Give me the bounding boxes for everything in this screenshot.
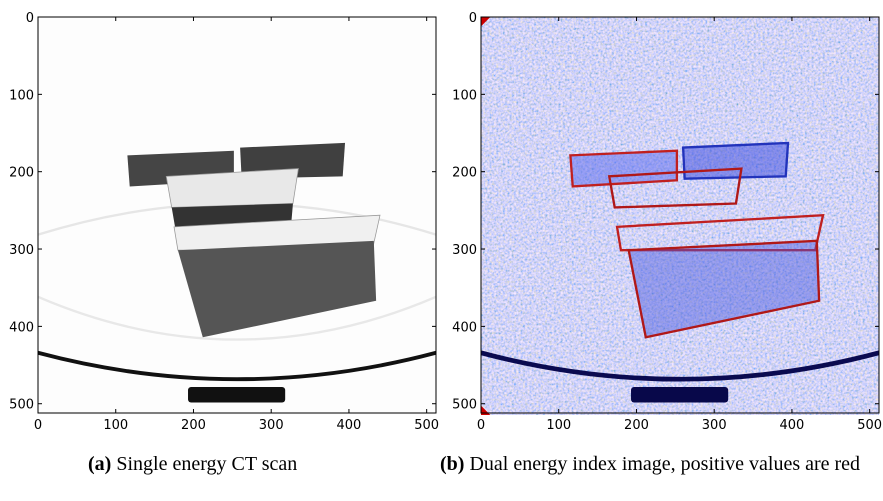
x-tick-label: 500 — [857, 418, 882, 433]
y-tick-label: 300 — [452, 243, 477, 258]
y-tick-label: 0 — [469, 11, 477, 26]
x-tick-label: 500 — [414, 418, 439, 433]
x-tick-label: 300 — [259, 418, 284, 433]
x-tick-label: 0 — [34, 418, 42, 433]
y-tick-label: 400 — [9, 320, 34, 335]
x-tick-label: 200 — [624, 418, 649, 433]
caption-label: (a) — [88, 453, 112, 475]
y-tick-label: 100 — [452, 88, 477, 103]
y-tick-label: 500 — [9, 398, 34, 413]
caption-b: (b) Dual energy index image, positive va… — [440, 452, 880, 477]
y-tick-label: 200 — [452, 166, 477, 181]
y-tick-label: 200 — [9, 166, 34, 181]
caption-text: Single energy CT scan — [116, 453, 298, 475]
ct-image — [38, 17, 436, 415]
y-tick-label: 100 — [9, 88, 34, 103]
x-tick-label: 0 — [477, 418, 485, 433]
dual-energy-image — [481, 17, 879, 415]
x-tick-label: 400 — [780, 418, 805, 433]
y-tick-label: 300 — [9, 243, 34, 258]
x-tick-label: 400 — [337, 418, 362, 433]
caption-text: Dual energy index image, positive values… — [469, 453, 861, 475]
caption-a: (a) Single energy CT scan — [88, 452, 418, 477]
axes-frame — [480, 16, 880, 414]
axes-frame — [37, 16, 437, 414]
y-tick-label: 0 — [26, 11, 34, 26]
y-tick-label: 400 — [452, 320, 477, 335]
caption-label: (b) — [440, 453, 465, 475]
y-tick-label: 500 — [452, 398, 477, 413]
x-tick-label: 100 — [546, 418, 571, 433]
x-tick-label: 100 — [103, 418, 128, 433]
x-tick-label: 300 — [702, 418, 727, 433]
x-tick-label: 200 — [181, 418, 206, 433]
